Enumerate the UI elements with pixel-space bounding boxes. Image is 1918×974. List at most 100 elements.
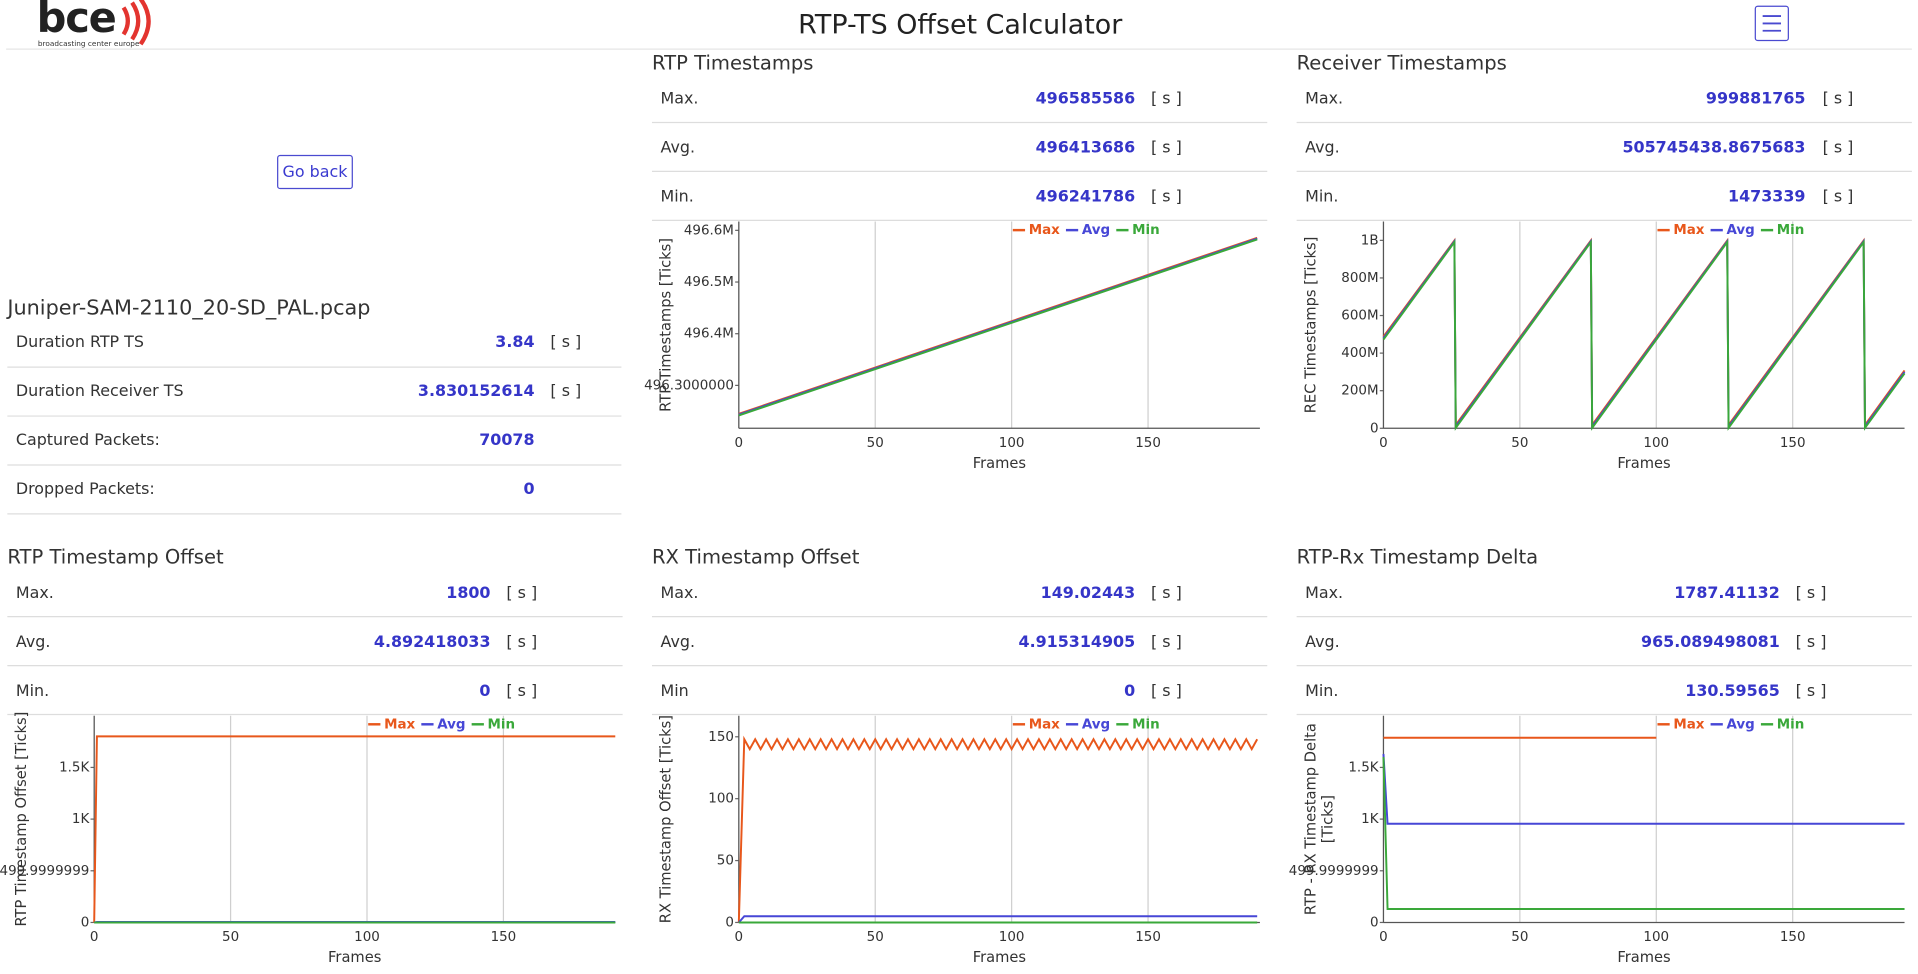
info-label: Captured Packets:: [16, 430, 160, 449]
y-tick-label: 400M: [1341, 346, 1378, 361]
x-tick-label: 100: [354, 930, 380, 945]
legend-label: Min: [1777, 717, 1805, 732]
stat-unit: [ s ]: [1151, 632, 1182, 651]
x-tick-label: 150: [1780, 436, 1806, 451]
series-line: [1382, 237, 1906, 428]
y-tick-label: 100: [708, 792, 734, 807]
panel-title: RTP-Rx Timestamp Delta: [1297, 545, 1539, 568]
stat-label: Avg.: [661, 138, 695, 157]
x-tick-label: 100: [1643, 930, 1669, 945]
stat-value: 0: [1124, 681, 1135, 700]
y-tick-label: 496.4M: [684, 327, 734, 342]
go-back-button[interactable]: Go back: [277, 154, 353, 190]
stat-value: 1473339: [1728, 187, 1805, 206]
legend-label: Avg: [1082, 717, 1110, 732]
panel-title: RTP Timestamp Offset: [7, 545, 224, 568]
info-label: Duration Receiver TS: [16, 381, 184, 400]
y-tick-label: 1K: [72, 812, 91, 827]
stat-unit: [ s ]: [506, 583, 537, 602]
file-name: Juniper-SAM-2110_20-SD_PAL.pcap: [5, 295, 370, 320]
panel-title: RX Timestamp Offset: [652, 545, 860, 568]
legend-label: Avg: [1082, 223, 1110, 238]
stat-label: Avg.: [1305, 632, 1339, 651]
stat-label: Min: [661, 681, 689, 700]
y-tick-label: 0: [81, 915, 90, 930]
logo-wave: [130, 1, 141, 41]
stat-unit: [ s ]: [1823, 138, 1854, 157]
legend-label: Max: [1673, 717, 1704, 732]
stat-value: 965.089498081: [1641, 632, 1780, 651]
y-tick-label: 499.9999999: [0, 864, 89, 879]
stat-unit: [ s ]: [1151, 681, 1182, 700]
stat-value: 496585586: [1036, 89, 1136, 108]
stat-label: Max.: [661, 583, 699, 602]
series-line: [737, 735, 1259, 923]
stat-value: 130.59565: [1685, 681, 1780, 700]
x-axis-label: Frames: [1617, 455, 1670, 472]
stat-value: 0: [479, 681, 490, 700]
x-axis-label: Frames: [973, 949, 1026, 966]
stat-label: Max.: [16, 583, 54, 602]
logo-text: bce: [37, 0, 116, 42]
y-axis-label: RX Timestamp Offset [Ticks]: [658, 715, 675, 923]
y-tick-label: 800M: [1341, 271, 1378, 286]
x-tick-label: 0: [1379, 930, 1388, 945]
stat-label: Max.: [661, 89, 699, 108]
x-tick-label: 100: [999, 930, 1025, 945]
stat-label: Min.: [661, 187, 694, 206]
stat-value: 149.02443: [1041, 583, 1136, 602]
stat-label: Min.: [1305, 187, 1338, 206]
x-tick-label: 150: [1135, 930, 1161, 945]
y-axis-label: RTP - RX Timestamp Delta: [1302, 723, 1319, 915]
page-title: RTP-TS Offset Calculator: [798, 9, 1123, 40]
series-line: [1382, 238, 1906, 430]
stat-value: 505745438.8675683: [1623, 138, 1806, 157]
x-tick-label: 50: [1511, 930, 1528, 945]
menu-button[interactable]: [1754, 5, 1789, 42]
x-tick-label: 0: [735, 436, 744, 451]
go-back-label[interactable]: Go back: [283, 162, 349, 181]
y-tick-label: 496.6M: [684, 223, 734, 238]
y-tick-label: 1.5K: [59, 760, 90, 775]
stat-label: Max.: [1305, 583, 1343, 602]
stat-label: Avg.: [1305, 138, 1339, 157]
stat-unit: [ s ]: [1151, 583, 1182, 602]
stat-unit: [ s ]: [1796, 583, 1827, 602]
stat-value: 999881765: [1706, 89, 1806, 108]
info-value: 0: [523, 479, 534, 498]
stat-value: 496241786: [1036, 187, 1136, 206]
info-unit: [ s ]: [550, 332, 581, 351]
stat-label: Avg.: [16, 632, 50, 651]
info-label: Duration RTP TS: [16, 332, 144, 351]
stat-unit: [ s ]: [1151, 89, 1182, 108]
x-tick-label: 150: [491, 930, 517, 945]
info-value: 3.830152614: [418, 381, 535, 400]
logo: bce broadcasting center europe: [37, 0, 151, 48]
legend-label: Avg: [1726, 223, 1754, 238]
stat-value: 4.915314905: [1019, 632, 1136, 651]
logo-tagline: broadcasting center europe: [38, 39, 140, 48]
y-tick-label: 150: [708, 730, 734, 745]
y-tick-label: 200M: [1341, 384, 1378, 399]
stat-value: 1800: [446, 583, 490, 602]
y-tick-label: 0: [1370, 421, 1379, 436]
stat-unit: [ s ]: [1823, 187, 1854, 206]
y-axis-label: RTP Timestamp Offset [Ticks]: [13, 712, 30, 927]
series-line: [1382, 239, 1906, 431]
x-axis-label: Frames: [328, 949, 381, 966]
stat-value: 4.892418033: [374, 632, 491, 651]
series-line: [93, 735, 616, 923]
info-unit: [ s ]: [550, 381, 581, 400]
y-tick-label: 496.3000000: [644, 378, 734, 393]
legend-label: Min: [1132, 717, 1160, 732]
y-axis-label: RTP Timestamps [Ticks]: [658, 238, 675, 412]
legend-label: Min: [488, 717, 516, 732]
stat-label: Min.: [1305, 681, 1338, 700]
series-line: [738, 915, 1258, 924]
go-back-frame[interactable]: [277, 154, 353, 190]
stat-unit: [ s ]: [1151, 138, 1182, 157]
panel-title: RTP Timestamps: [652, 51, 814, 74]
info-value: 3.84: [495, 332, 534, 351]
